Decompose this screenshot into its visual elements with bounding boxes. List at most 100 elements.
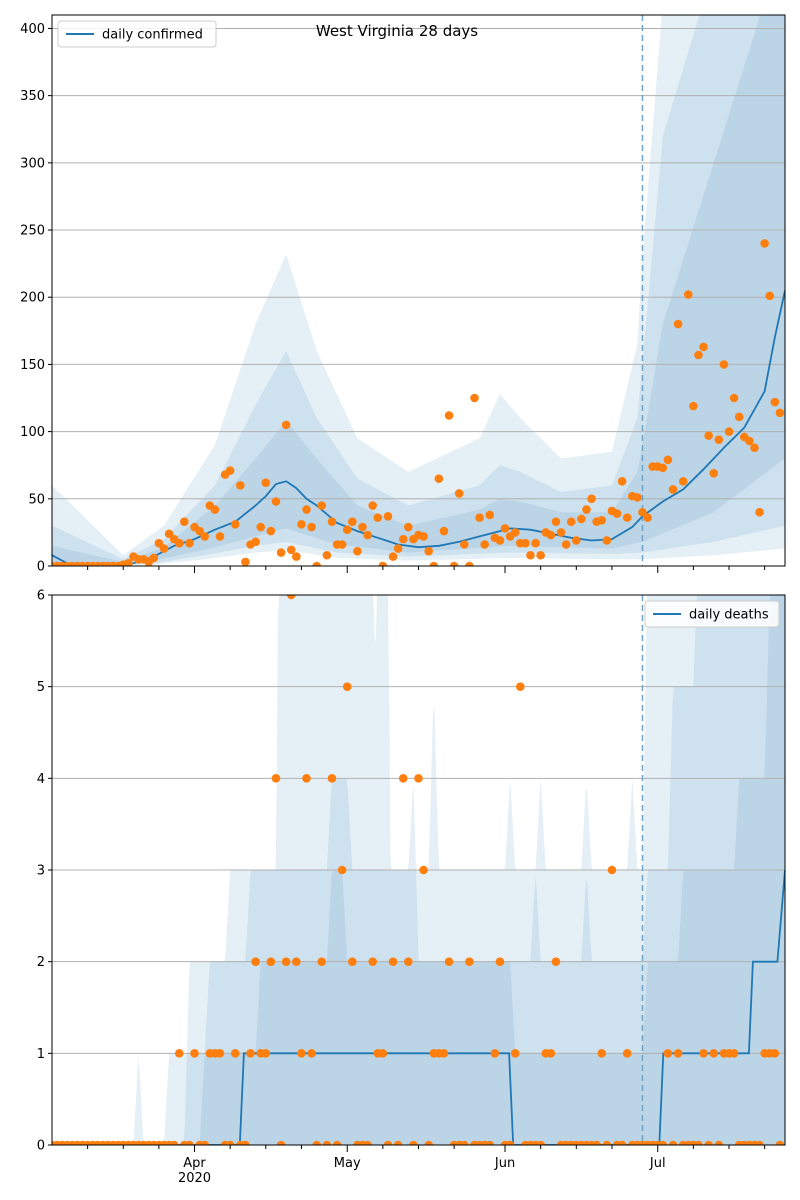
observed-point bbox=[439, 1049, 449, 1058]
observed-point bbox=[724, 427, 734, 436]
observed-point bbox=[342, 682, 352, 691]
observed-point bbox=[236, 481, 245, 490]
model-line bbox=[52, 869, 785, 1145]
observed-point bbox=[246, 1049, 255, 1058]
observed-point bbox=[154, 538, 164, 548]
observed-point bbox=[302, 505, 311, 514]
observed-point bbox=[363, 1140, 372, 1145]
observed-point bbox=[668, 485, 678, 494]
observed-point bbox=[292, 957, 301, 966]
observed-point bbox=[159, 544, 169, 553]
observed-point bbox=[261, 1049, 271, 1058]
observed-point bbox=[510, 1049, 520, 1058]
observed-point bbox=[495, 957, 505, 966]
observed-point bbox=[378, 1049, 388, 1058]
observed-point bbox=[180, 517, 189, 526]
observed-point bbox=[353, 546, 362, 556]
observed-point bbox=[495, 536, 505, 545]
observed-point bbox=[185, 1140, 194, 1145]
observed-point bbox=[419, 532, 428, 541]
observed-point bbox=[638, 507, 647, 517]
observed-point bbox=[719, 360, 729, 369]
y-tick-label: 5 bbox=[37, 680, 45, 695]
observed-point bbox=[612, 509, 622, 518]
observed-point bbox=[622, 513, 632, 522]
observed-point bbox=[215, 532, 225, 541]
observed-point bbox=[363, 530, 372, 540]
observed-point bbox=[673, 1049, 683, 1058]
observed-point bbox=[409, 1140, 418, 1145]
observed-point bbox=[704, 431, 713, 440]
observed-point bbox=[281, 957, 291, 966]
observed-point bbox=[297, 520, 306, 529]
observed-point bbox=[286, 545, 296, 555]
observed-point bbox=[750, 443, 759, 453]
observed-point bbox=[393, 544, 403, 553]
y-tick-label: 3 bbox=[37, 864, 45, 879]
observed-point bbox=[327, 517, 337, 526]
observed-point bbox=[368, 501, 377, 510]
observed-point bbox=[526, 550, 535, 560]
observed-point bbox=[465, 957, 474, 966]
observed-point bbox=[185, 538, 194, 548]
observed-point bbox=[673, 319, 683, 329]
observed-point bbox=[770, 397, 780, 407]
observed-point bbox=[276, 1140, 286, 1145]
observed-point bbox=[602, 536, 612, 545]
observed-point bbox=[225, 466, 235, 475]
observed-point bbox=[327, 774, 337, 783]
observed-point bbox=[342, 525, 352, 535]
observed-point bbox=[261, 478, 271, 487]
observed-point bbox=[536, 550, 545, 560]
y-tick-label: 200 bbox=[20, 291, 45, 306]
observed-point bbox=[276, 548, 286, 557]
observed-point bbox=[714, 435, 724, 444]
observed-point bbox=[607, 865, 617, 875]
observed-point bbox=[699, 1049, 708, 1058]
observed-point bbox=[383, 1140, 393, 1145]
observed-point bbox=[597, 1049, 607, 1058]
observed-point bbox=[678, 477, 688, 486]
observed-point bbox=[266, 526, 276, 536]
observed-point bbox=[516, 682, 525, 691]
observed-point bbox=[230, 1049, 240, 1058]
observed-point bbox=[546, 530, 556, 540]
observed-point bbox=[729, 1049, 739, 1058]
observed-point bbox=[449, 561, 459, 566]
y-tick-label: 100 bbox=[20, 425, 45, 440]
observed-point bbox=[174, 1049, 184, 1058]
observed-point bbox=[383, 511, 393, 521]
observed-point bbox=[729, 393, 739, 403]
observed-point bbox=[505, 1140, 515, 1145]
y-tick-label: 2 bbox=[37, 955, 45, 970]
uncertainty-band-3 bbox=[52, 15, 785, 566]
observed-point bbox=[689, 401, 698, 411]
y-tick-label: 150 bbox=[20, 358, 45, 373]
legend-label: daily confirmed bbox=[102, 28, 203, 43]
observed-point bbox=[582, 505, 591, 514]
observed-point bbox=[251, 537, 260, 547]
observed-point bbox=[322, 550, 332, 560]
observed-point bbox=[393, 1140, 403, 1145]
observed-point bbox=[419, 865, 428, 875]
observed-point bbox=[256, 522, 266, 532]
x-tick-sublabel: 2020 bbox=[178, 1171, 211, 1186]
observed-point bbox=[755, 1140, 764, 1145]
observed-point bbox=[485, 1140, 495, 1145]
observed-point bbox=[388, 957, 398, 966]
observed-point bbox=[592, 1140, 601, 1145]
observed-point bbox=[546, 1049, 556, 1058]
observed-point bbox=[429, 561, 439, 566]
observed-point bbox=[414, 774, 423, 783]
y-tick-label: 250 bbox=[20, 224, 45, 239]
x-tick-label: Jun bbox=[494, 1156, 515, 1171]
observed-point bbox=[230, 520, 240, 529]
observed-point bbox=[302, 774, 311, 783]
observed-point bbox=[200, 532, 210, 541]
observed-point bbox=[297, 1049, 306, 1058]
observed-point bbox=[745, 436, 754, 446]
observed-point bbox=[663, 455, 673, 465]
observed-point bbox=[699, 342, 708, 352]
y-tick-label: 350 bbox=[20, 89, 45, 104]
